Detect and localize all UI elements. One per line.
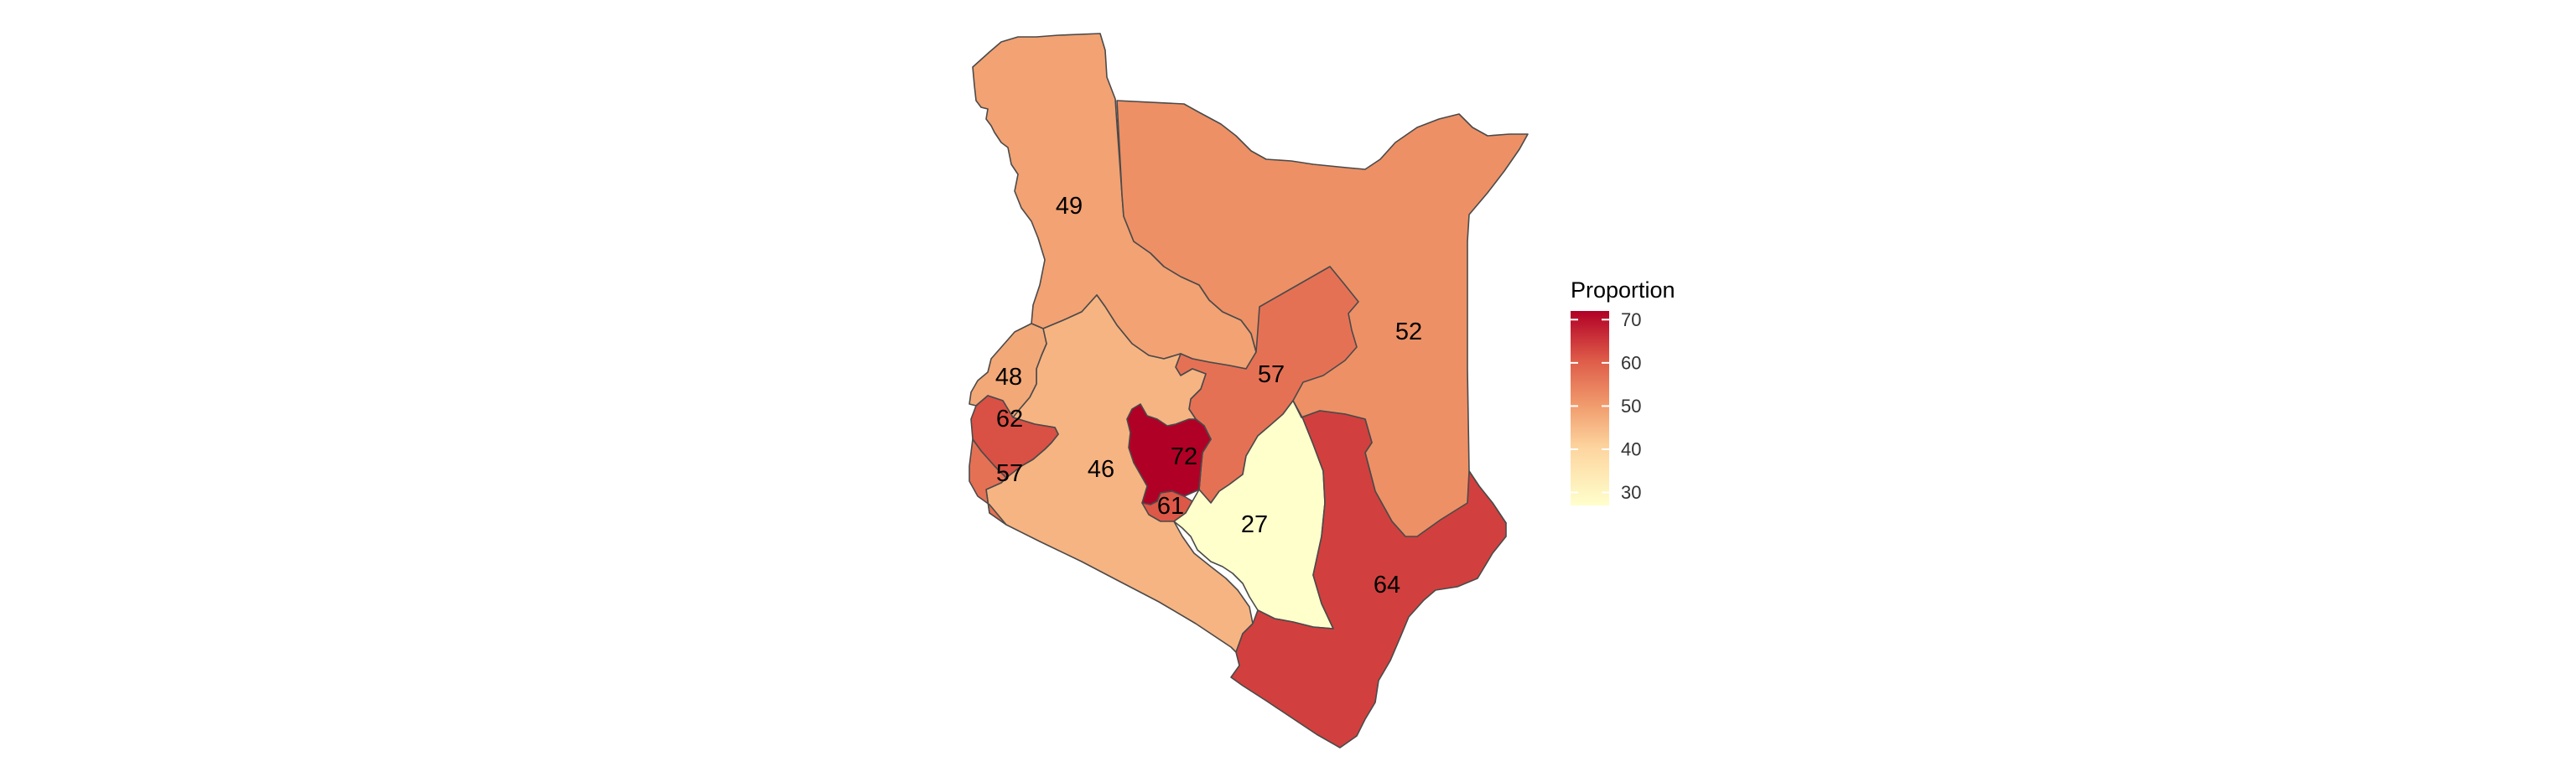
region-label-west-south: 57 <box>996 460 1023 487</box>
legend-tick-label: 60 <box>1621 352 1641 373</box>
region-label-turkana: 49 <box>1056 193 1083 220</box>
legend-tick-label: 40 <box>1621 438 1641 459</box>
legend: Proportion 30 40 50 60 70 <box>1571 277 1675 505</box>
region-central-south <box>1141 490 1193 522</box>
legend-colorbar <box>1571 311 1609 505</box>
region-label-central-north: 72 <box>1171 443 1197 470</box>
region-label-north-east: 52 <box>1395 319 1422 345</box>
region-label-eastern: 27 <box>1241 511 1268 538</box>
legend-tick-label: 30 <box>1621 482 1641 503</box>
region-coast <box>1230 400 1507 749</box>
region-label-coast: 64 <box>1374 572 1400 598</box>
legend-ticks: 30 40 50 60 70 <box>1571 309 1641 503</box>
legend-tick-label: 50 <box>1621 396 1641 417</box>
region-label-central-south: 61 <box>1157 493 1184 520</box>
legend-title: Proportion <box>1571 277 1675 303</box>
region-labels: 49 52 46 48 62 57 57 72 61 27 64 <box>995 193 1422 598</box>
region-label-rift-valley-central: 46 <box>1088 456 1114 483</box>
legend-tick-label: 70 <box>1621 309 1641 330</box>
map-regions <box>969 33 1529 749</box>
region-label-west-middle: 62 <box>996 406 1023 433</box>
region-label-east-central: 57 <box>1258 361 1285 388</box>
region-label-west-north: 48 <box>995 364 1022 391</box>
region-central-north <box>1126 403 1212 505</box>
region-west-south <box>969 438 1007 526</box>
